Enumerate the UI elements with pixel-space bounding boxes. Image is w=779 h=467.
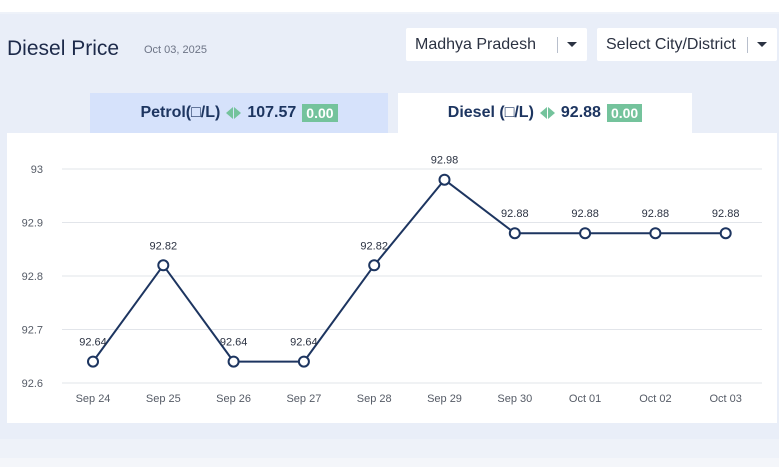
chevron-down-icon[interactable] bbox=[567, 42, 577, 47]
data-point[interactable] bbox=[87, 355, 99, 368]
data-label: 92.64 bbox=[290, 337, 318, 349]
data-label: 92.88 bbox=[571, 208, 599, 220]
data-point[interactable] bbox=[508, 227, 521, 240]
top-strip bbox=[0, 0, 779, 12]
data-label: 92.88 bbox=[501, 208, 529, 220]
price-line-chart: 92.6 92.7 92.8 92.9 93 Sep 24 Sep 25 Sep 26 Sep… bbox=[22, 155, 762, 405]
change-badge: 0.00 bbox=[302, 104, 338, 122]
state-select[interactable]: Madhya Pradesh bbox=[406, 28, 587, 61]
x-tick-label: Sep 24 bbox=[76, 393, 111, 405]
select-divider bbox=[747, 36, 748, 53]
data-point[interactable] bbox=[649, 227, 662, 240]
data-label: 92.88 bbox=[712, 208, 740, 220]
chevron-down-icon[interactable] bbox=[757, 42, 767, 47]
x-tick-label: Sep 25 bbox=[146, 393, 181, 405]
state-select-value: Madhya Pradesh bbox=[415, 35, 536, 53]
data-point[interactable] bbox=[157, 259, 170, 272]
data-label: 92.88 bbox=[642, 208, 670, 220]
y-tick-label: 92.7 bbox=[22, 325, 43, 337]
y-tick-label: 92.8 bbox=[22, 271, 43, 283]
x-tick-label: Oct 02 bbox=[639, 393, 671, 405]
city-select-value: Select City/District bbox=[606, 35, 736, 53]
tab-petrol-price: 107.57 bbox=[247, 104, 297, 121]
data-point[interactable] bbox=[579, 227, 592, 240]
tab-diesel-label: Diesel (□/L) bbox=[447, 104, 534, 121]
page-title: Diesel Price bbox=[7, 37, 120, 60]
x-tick-label: Sep 30 bbox=[497, 393, 532, 405]
data-point[interactable] bbox=[438, 173, 451, 186]
tab-petrol[interactable]: Petrol(□/L) 107.57 0.00 bbox=[90, 93, 388, 133]
left-right-arrows-icon bbox=[226, 107, 242, 119]
y-tick-label: 92.9 bbox=[22, 218, 43, 230]
data-label: 92.64 bbox=[220, 337, 248, 349]
page-date: Oct 03, 2025 bbox=[144, 44, 207, 56]
data-point[interactable] bbox=[297, 355, 310, 368]
x-tick-label: Sep 26 bbox=[216, 393, 251, 405]
bottom-strip bbox=[0, 458, 779, 467]
x-tick-label: Oct 01 bbox=[569, 393, 601, 405]
series-line bbox=[92, 178, 726, 363]
left-right-arrows-icon bbox=[539, 107, 555, 119]
select-divider bbox=[557, 36, 558, 53]
change-badge: 0.00 bbox=[606, 104, 643, 122]
data-label: 92.98 bbox=[431, 155, 459, 167]
tab-diesel[interactable]: Diesel (□/L) 92.88 0.00 bbox=[398, 93, 692, 133]
x-tick-label: Sep 28 bbox=[357, 393, 392, 405]
city-select[interactable]: Select City/District bbox=[597, 28, 777, 61]
x-tick-label: Oct 03 bbox=[709, 393, 741, 405]
tab-petrol-label: Petrol(□/L) bbox=[140, 104, 221, 121]
y-tick-label: 93 bbox=[31, 164, 43, 176]
data-label: 92.82 bbox=[150, 240, 178, 252]
chart-panel: 92.6 92.7 92.8 92.9 93 Sep 24 Sep 25 Sep 26 Sep… bbox=[7, 133, 777, 423]
data-point[interactable] bbox=[227, 355, 240, 368]
x-tick-label: Sep 29 bbox=[427, 393, 462, 405]
x-tick-label: Sep 27 bbox=[286, 393, 321, 405]
data-label: 92.64 bbox=[79, 337, 107, 349]
data-label: 92.82 bbox=[360, 240, 388, 252]
y-tick-label: 92.6 bbox=[22, 378, 43, 390]
data-point[interactable] bbox=[368, 259, 381, 272]
tab-diesel-price: 92.88 bbox=[560, 104, 601, 121]
data-point[interactable] bbox=[719, 227, 732, 240]
